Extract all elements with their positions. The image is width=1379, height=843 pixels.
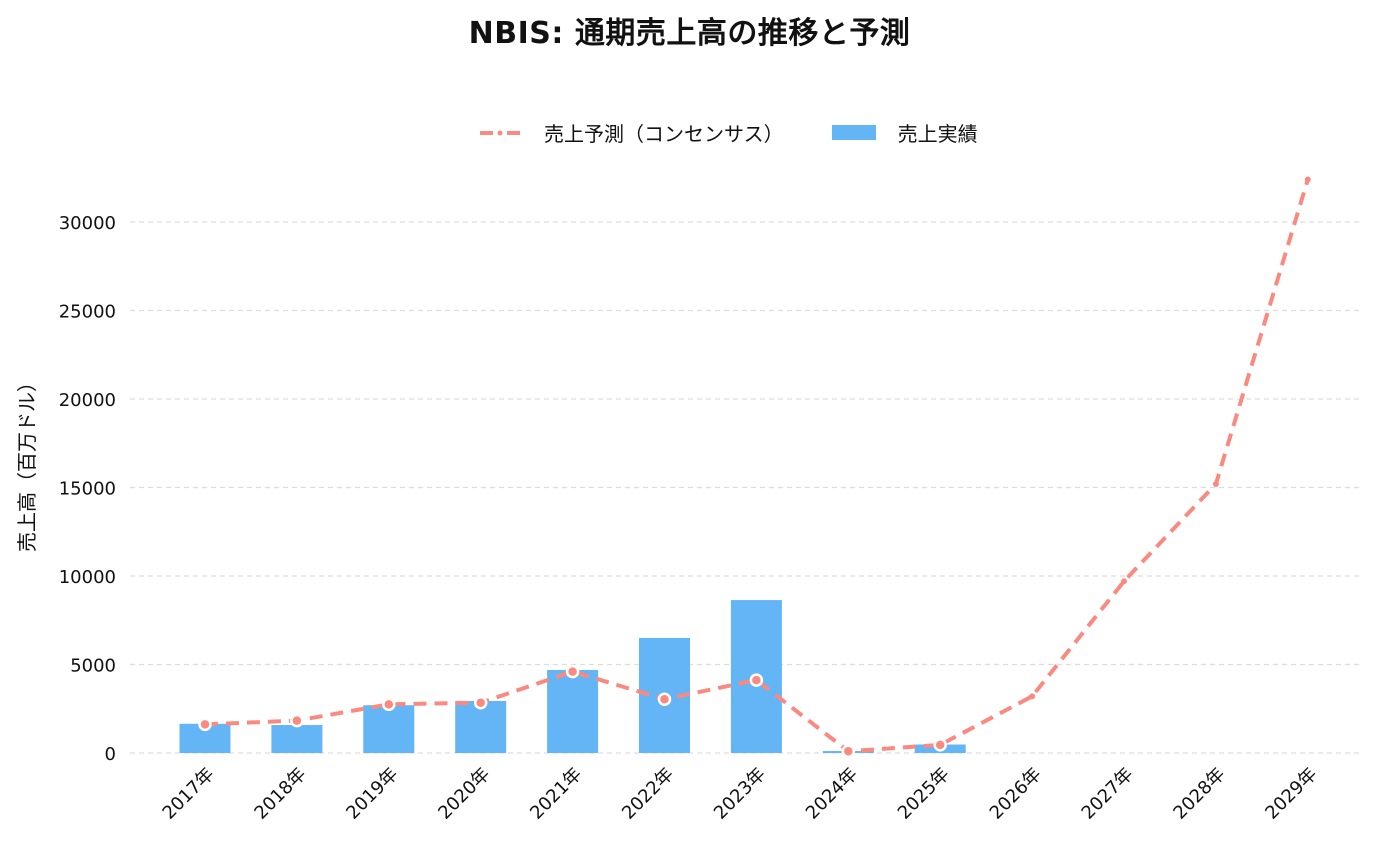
x-tick-label: 2023年 <box>710 764 770 824</box>
y-tick-label: 0 <box>105 744 116 765</box>
dash-dot-line-icon <box>480 130 520 135</box>
x-tick-label: 2017年 <box>159 764 219 824</box>
legend-item-actual[interactable]: 売上実績 <box>831 118 978 147</box>
x-tick-label: 2026年 <box>986 764 1046 824</box>
y-tick-label: 20000 <box>59 390 116 411</box>
x-tick-label: 2024年 <box>802 764 862 824</box>
bar-2020年[interactable] <box>455 700 507 753</box>
forecast-point[interactable] <box>1029 693 1036 700</box>
legend-label-forecast: 売上予測（コンセンサス） <box>544 122 784 146</box>
legend: 売上予測（コンセンサス） 売上実績 <box>478 118 1026 147</box>
x-tick-label: 2021年 <box>526 764 586 824</box>
y-axis-label: 売上高（百万ドル） <box>15 372 39 552</box>
forecast-point[interactable] <box>1304 176 1311 183</box>
forecast-point[interactable] <box>473 695 488 710</box>
bars-actual <box>179 600 966 753</box>
x-tick-label: 2027年 <box>1078 764 1138 824</box>
legend-item-forecast[interactable]: 売上予測（コンセンサス） <box>478 118 784 147</box>
y-tick-label: 30000 <box>59 213 116 234</box>
y-tick-label: 25000 <box>59 302 116 323</box>
forecast-point[interactable] <box>290 713 304 728</box>
x-tick-label: 2018年 <box>250 764 310 824</box>
line-forecast <box>198 176 1311 758</box>
x-tick-label: 2028年 <box>1169 764 1229 824</box>
y-tick-label: 10000 <box>59 567 116 588</box>
bar-swatch-icon <box>831 125 876 140</box>
forecast-point[interactable] <box>933 738 947 752</box>
x-tick-label: 2020年 <box>434 764 494 824</box>
forecast-point[interactable] <box>657 692 672 706</box>
y-tick-label: 5000 <box>70 656 116 677</box>
x-tick-label: 2019年 <box>342 764 402 824</box>
bar-2019年[interactable] <box>363 705 415 753</box>
forecast-point[interactable] <box>749 673 764 687</box>
x-axis-ticks: 2017年 2018年 2019年 2020年 2021年 2022年 2023年 2024年… <box>159 764 1322 824</box>
forecast-point[interactable] <box>1121 578 1127 585</box>
forecast-point[interactable] <box>1212 480 1219 487</box>
chart-title: NBIS: 通期売上高の推移と予測 <box>468 16 911 51</box>
legend-label-actual: 売上実績 <box>897 122 978 146</box>
forecast-point[interactable] <box>382 697 396 712</box>
forecast-point[interactable] <box>841 744 856 758</box>
x-tick-label: 2025年 <box>894 764 954 824</box>
bar-2021年[interactable] <box>547 669 599 753</box>
y-axis-ticks: 0 5000 10000 15000 20000 25000 30000 <box>59 213 116 765</box>
x-tick-label: 2022年 <box>618 764 678 824</box>
bar-2018年[interactable] <box>271 725 323 753</box>
forecast-point[interactable] <box>565 664 580 679</box>
forecast-point[interactable] <box>198 717 212 732</box>
y-tick-label: 15000 <box>59 479 116 500</box>
x-tick-label: 2029年 <box>1261 764 1321 824</box>
